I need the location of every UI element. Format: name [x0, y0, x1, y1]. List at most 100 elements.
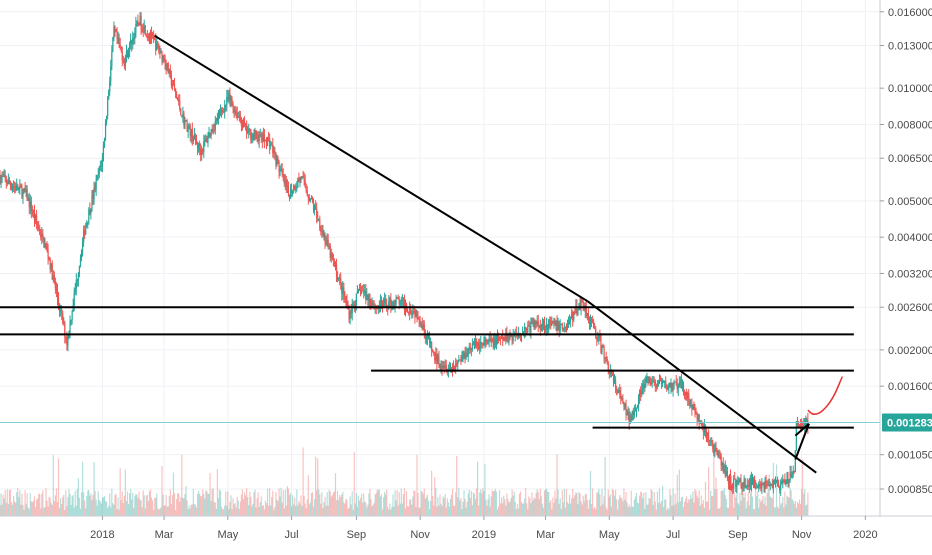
- volume-bar: [486, 505, 488, 516]
- candle-body: [10, 185, 13, 189]
- volume-bar: [285, 505, 287, 516]
- candle-body: [562, 328, 564, 330]
- volume-bar: [144, 508, 146, 516]
- volume-bar: [163, 505, 165, 516]
- candle-body: [452, 365, 455, 372]
- candle-body: [231, 98, 233, 105]
- volume-bar: [138, 491, 140, 516]
- candle-body: [410, 307, 412, 315]
- volume-bar: [444, 493, 446, 516]
- volume-bar: [527, 509, 529, 516]
- volume-bar: [439, 494, 441, 516]
- candle-body: [281, 169, 283, 175]
- volume-bar: [704, 482, 707, 516]
- volume-bar: [394, 490, 396, 516]
- volume-bar: [456, 455, 458, 516]
- volume-bar: [523, 503, 525, 516]
- volume-bar: [318, 489, 320, 516]
- candle-body: [327, 239, 329, 247]
- volume-bar: [141, 507, 143, 516]
- volume-bar: [149, 489, 152, 516]
- candle-body: [65, 336, 67, 339]
- candle-body: [41, 233, 43, 238]
- candle-body: [768, 485, 770, 487]
- volume-bar: [286, 486, 289, 516]
- volume-bar: [0, 505, 1, 516]
- candle-body: [209, 132, 211, 137]
- candle-body: [756, 487, 758, 489]
- volume-bar: [84, 500, 86, 516]
- volume-bar: [70, 505, 72, 516]
- candle-body: [1, 176, 3, 178]
- volume-bar: [68, 488, 70, 516]
- candle-body: [162, 56, 164, 61]
- volume-bar: [331, 495, 333, 516]
- candle-body: [207, 138, 209, 143]
- candle-body: [726, 470, 729, 479]
- candle-body: [322, 230, 324, 235]
- candle-body: [774, 479, 777, 482]
- candle-body: [713, 448, 715, 454]
- volume-bar: [455, 492, 457, 516]
- candle-body: [333, 260, 336, 266]
- volume-bar: [302, 447, 304, 516]
- candle-body: [455, 363, 457, 370]
- volume-bar: [611, 489, 614, 516]
- volume-bar: [627, 506, 629, 516]
- candle-body: [771, 485, 773, 489]
- candle-body: [655, 384, 657, 388]
- candle-body: [648, 376, 650, 382]
- candle-body: [148, 36, 151, 38]
- volume-bar: [243, 492, 246, 516]
- volume-bar: [380, 493, 383, 516]
- volume-bar: [719, 507, 721, 516]
- candle-body: [728, 475, 731, 484]
- candle-body: [473, 341, 476, 345]
- candle-body: [526, 330, 528, 333]
- candle-body: [305, 187, 307, 192]
- candle-body: [580, 299, 582, 309]
- candle-body: [6, 182, 8, 185]
- candle-body: [733, 478, 735, 489]
- volume-bar: [287, 488, 290, 516]
- volume-bar: [11, 504, 14, 516]
- volume-bar: [309, 502, 312, 516]
- volume-bar: [156, 493, 158, 516]
- volume-bar: [254, 489, 256, 516]
- volume-bar: [748, 505, 750, 516]
- candle-body: [597, 337, 599, 340]
- volume-bar: [750, 488, 753, 516]
- volume-bar: [2, 494, 4, 516]
- volume-bar: [513, 491, 515, 516]
- wedge-lower-line: [794, 423, 810, 460]
- candle-body: [89, 209, 91, 214]
- volume-bar: [272, 490, 274, 516]
- candle-body: [633, 411, 635, 416]
- volume-bar: [422, 493, 424, 516]
- volume-bar: [706, 501, 709, 516]
- volume-bar: [332, 492, 334, 516]
- volume-bar: [641, 492, 643, 516]
- volume-bar: [407, 506, 409, 516]
- volume-bar: [746, 501, 748, 516]
- candle-body: [156, 41, 158, 51]
- candle-body: [431, 342, 433, 351]
- candle-body: [103, 138, 106, 146]
- candle-body: [320, 229, 322, 232]
- volume-bar: [446, 498, 448, 516]
- volume-bar: [621, 498, 623, 516]
- candle-body: [494, 337, 496, 346]
- candle-body: [54, 281, 56, 289]
- volume-bar: [212, 488, 214, 516]
- volume-bar: [463, 490, 465, 516]
- volume-bar: [416, 454, 418, 516]
- volume-bar: [457, 497, 459, 516]
- volume-bar: [487, 499, 489, 516]
- volume-bar: [121, 491, 123, 516]
- price-tick-label: 0.000850: [888, 484, 932, 496]
- volume-bar: [616, 499, 618, 516]
- candle-body: [63, 322, 65, 324]
- volume-bar: [103, 496, 106, 516]
